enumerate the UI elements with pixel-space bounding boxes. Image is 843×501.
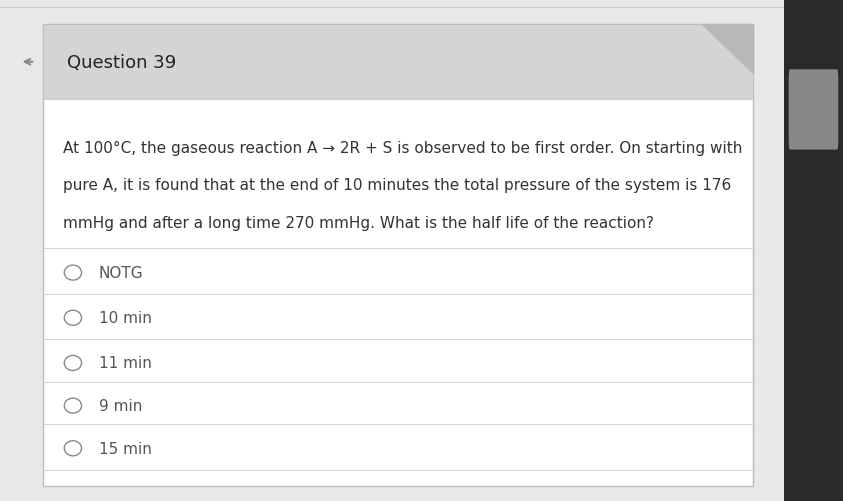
Text: At 100°C, the gaseous reaction A → 2R + S is observed to be first order. On star: At 100°C, the gaseous reaction A → 2R + …	[62, 140, 742, 155]
Text: 9 min: 9 min	[99, 398, 142, 413]
Text: pure A, it is found that at the end of 10 minutes the total pressure of the syst: pure A, it is found that at the end of 1…	[62, 178, 731, 193]
Text: NOTG: NOTG	[99, 266, 143, 281]
Polygon shape	[701, 25, 753, 74]
Text: 15 min: 15 min	[99, 441, 152, 456]
FancyBboxPatch shape	[789, 70, 838, 150]
Text: Question 39: Question 39	[67, 54, 176, 72]
Text: 10 min: 10 min	[99, 311, 152, 326]
Text: mmHg and after a long time 270 mmHg. What is the half life of the reaction?: mmHg and after a long time 270 mmHg. Wha…	[62, 215, 653, 230]
Text: 11 min: 11 min	[99, 356, 152, 371]
Bar	[43, 25, 753, 100]
